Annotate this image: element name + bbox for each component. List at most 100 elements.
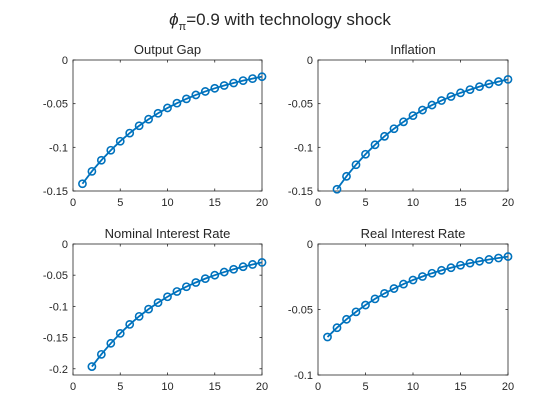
data-point — [456, 88, 465, 98]
data-point — [257, 258, 267, 267]
data-point — [437, 265, 446, 275]
data-point — [134, 311, 144, 321]
data-point — [446, 92, 456, 101]
data-point — [427, 100, 437, 110]
data-point — [172, 98, 182, 108]
suptitle-phi: ϕ — [169, 10, 178, 29]
data-point — [229, 264, 239, 274]
data-point — [181, 282, 191, 292]
data-point — [465, 258, 475, 268]
data-point — [475, 256, 484, 266]
data-point — [494, 77, 503, 86]
y-tick-label: -0.05 — [288, 99, 313, 111]
data-point — [370, 294, 380, 304]
x-tick-label: 5 — [117, 381, 123, 393]
y-tick-label: -0.1 — [294, 370, 313, 382]
data-point — [389, 284, 399, 293]
data-point — [238, 262, 248, 272]
data-point — [106, 145, 116, 155]
data-point — [144, 114, 153, 124]
x-tick-label: 10 — [161, 197, 173, 209]
axes-box — [317, 59, 509, 192]
subplot-4: Real Interest Rate 0 5 10 15 20 -0.1 -0.05 0 — [288, 226, 514, 393]
data-point — [342, 171, 351, 181]
data-point — [332, 323, 342, 333]
suptitle-rest: =0.9 with technology shock — [186, 10, 391, 29]
axes-box — [317, 243, 509, 376]
y-tick-label: 0 — [307, 55, 313, 67]
x-tick-label: 20 — [502, 197, 514, 209]
data-point — [210, 83, 220, 93]
series-line — [91, 261, 263, 368]
data-point — [134, 121, 144, 131]
subplot-3: Nominal Interest Rate 0 5 10 15 20 -0.2 -0.15 -0… — [43, 226, 268, 393]
x-tick-label: 15 — [209, 381, 221, 393]
data-point — [380, 288, 389, 298]
x-tick-label: 15 — [454, 197, 466, 209]
data-point — [399, 117, 408, 127]
data-point — [191, 90, 201, 100]
data-point — [361, 300, 370, 310]
data-point — [229, 78, 239, 88]
data-point — [408, 275, 418, 285]
subplot-title: Output Gap — [134, 42, 201, 57]
series-line — [326, 255, 509, 338]
data-point — [219, 81, 229, 90]
data-point — [78, 179, 87, 189]
data-point — [332, 184, 342, 194]
y-tick-label: -0.1 — [49, 142, 68, 154]
x-tick-label: 15 — [454, 381, 466, 393]
y-tick-label: -0.2 — [49, 364, 68, 376]
data-point — [456, 260, 465, 270]
data-point — [96, 349, 106, 359]
data-point — [465, 85, 475, 95]
data-point — [380, 131, 389, 141]
y-tick-label: -0.1 — [49, 301, 68, 313]
data-point — [418, 105, 427, 115]
x-tick-label: 0 — [315, 197, 321, 209]
subplot-2: Inflation 0 5 10 15 20 -0.15 -0.1 -0.05 0 — [288, 42, 514, 209]
x-tick-label: 20 — [256, 381, 268, 393]
data-point — [153, 298, 163, 308]
data-point — [87, 362, 97, 371]
data-point — [503, 252, 513, 261]
data-point — [408, 111, 418, 121]
data-point — [475, 82, 484, 92]
data-point — [96, 155, 106, 165]
data-point — [163, 292, 172, 302]
x-tick-label: 15 — [209, 197, 221, 209]
data-point — [106, 338, 116, 348]
data-point — [219, 267, 229, 277]
data-point — [210, 270, 220, 280]
subplot-title: Inflation — [390, 42, 436, 57]
y-tick-label: -0.05 — [43, 99, 68, 111]
data-point — [125, 320, 135, 329]
data-point — [399, 279, 408, 289]
data-point — [200, 87, 210, 96]
x-tick-label: 0 — [70, 197, 76, 209]
data-point — [191, 278, 201, 287]
subplot-title: Real Interest Rate — [361, 226, 466, 241]
data-point — [248, 260, 257, 269]
data-point — [125, 128, 135, 138]
data-point — [484, 255, 494, 264]
y-tick-label: -0.1 — [294, 142, 313, 154]
subplot-1: Output Gap 0 5 10 15 20 -0.15 -0.1 -0.05 0 — [43, 42, 268, 209]
data-point — [494, 253, 503, 263]
data-point — [351, 160, 361, 170]
x-tick-label: 5 — [362, 197, 368, 209]
data-point — [437, 96, 446, 105]
y-tick-label: -0.05 — [288, 305, 313, 317]
x-tick-label: 10 — [161, 381, 173, 393]
data-point — [115, 136, 125, 146]
data-point — [248, 74, 257, 84]
y-tick-label: -0.15 — [43, 333, 68, 345]
y-tick-label: 0 — [62, 239, 68, 251]
figure-suptitle: ϕπ=0.9 with technology shock — [169, 10, 391, 33]
data-point — [257, 72, 267, 82]
data-point — [200, 274, 210, 284]
x-tick-label: 0 — [315, 381, 321, 393]
data-point — [238, 76, 248, 86]
x-tick-label: 10 — [407, 197, 419, 209]
